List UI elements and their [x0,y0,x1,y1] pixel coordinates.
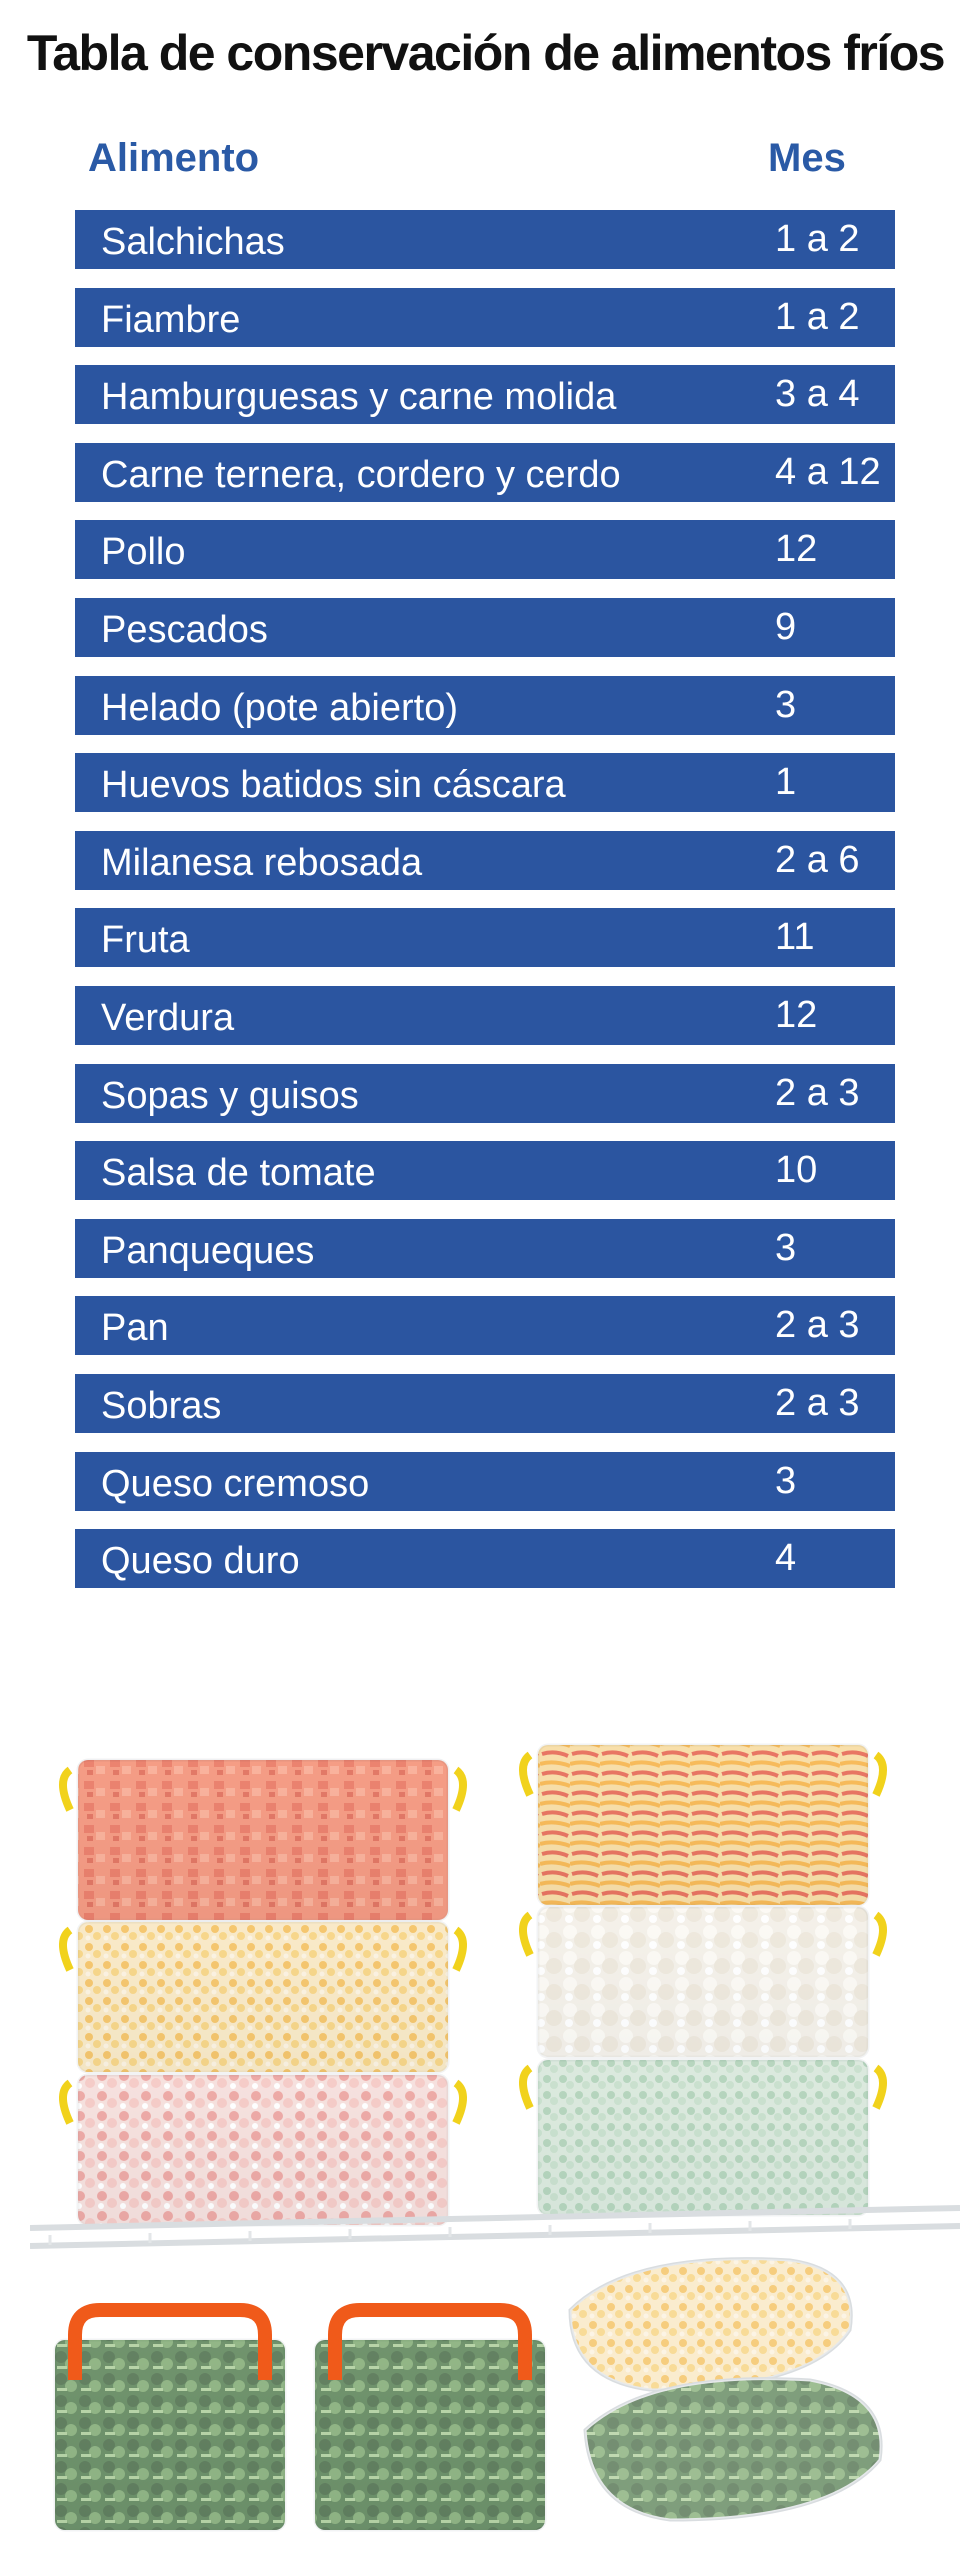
table-row: Fruta 11 [75,908,895,968]
table-row: Huevos batidos sin cáscara 1 [75,753,895,813]
food-cell: Fiambre [101,298,241,341]
months-cell: 3 [775,1226,797,1269]
table-row: Verdura 12 [75,985,895,1045]
table-row: Pollo 12 [75,520,895,580]
months-cell: 2 a 3 [775,1381,860,1424]
months-cell: 12 [775,528,818,571]
months-cell: 11 [775,916,815,959]
months-cell: 3 [775,1459,797,1502]
months-cell: 2 a 3 [775,1071,860,1114]
table-row: Carne ternera, cordero y cerdo 4 a 12 [75,442,895,502]
months-cell: 10 [775,1149,818,1192]
food-cell: Hamburguesas y carne molida [101,376,617,419]
food-cell: Pollo [101,531,186,574]
food-cell: Queso duro [101,1540,300,1583]
page-title: Tabla de conservación de alimentos fríos [26,25,946,81]
food-cell: Pan [101,1307,169,1350]
food-cell: Salsa de tomate [101,1152,376,1195]
months-cell: 1 a 2 [775,218,860,260]
table-row: Salchichas 1 a 2 [75,210,895,269]
months-column-header: Mes [768,136,846,180]
frozen-food-containers-illustration [30,1743,960,2532]
conservation-table: Salchichas 1 a 2 Fiambre 1 a 2 Hamburguesa… [75,210,895,1607]
food-cell: Milanesa rebosada [101,841,423,884]
months-cell: 1 a 2 [775,295,860,338]
table-row: Helado (pote abierto) 3 [75,675,895,735]
months-cell: 4 a 12 [775,450,881,493]
table-row: Pescados 9 [75,597,895,657]
months-cell: 3 a 4 [775,373,860,416]
months-cell: 1 [775,761,797,804]
food-cell: Panqueques [101,1229,315,1272]
food-cell: Pescados [101,608,268,651]
food-cell: Carne ternera, cordero y cerdo [101,453,621,496]
food-cell: Helado (pote abierto) [101,686,458,729]
table-row: Milanesa rebosada 2 a 6 [75,830,895,890]
months-cell: 9 [775,605,797,648]
food-cell: Salchichas [101,221,285,263]
table-row: Sopas y guisos 2 a 3 [75,1063,895,1123]
months-cell: 3 [775,683,797,726]
food-cell: Fruta [101,919,190,962]
table-row: Pan 2 a 3 [75,1296,895,1356]
food-column-header: Alimento [88,136,260,180]
food-cell: Sopas y guisos [101,1074,359,1117]
food-cell: Sobras [101,1384,222,1427]
table-row: Fiambre 1 a 2 [75,287,895,347]
table-row: Panqueques 3 [75,1218,895,1278]
food-cell: Queso cremoso [101,1462,370,1505]
food-cell: Huevos batidos sin cáscara [101,764,566,807]
food-cell: Verdura [101,996,235,1039]
months-cell: 2 a 6 [775,838,860,881]
months-cell: 2 a 3 [775,1304,860,1347]
table-row: Hamburguesas y carne molida 3 a 4 [75,365,895,425]
table-row: Queso cremoso 3 [75,1451,895,1511]
months-cell: 4 [775,1537,797,1580]
table-row: Salsa de tomate 10 [75,1141,895,1201]
table-row: Sobras 2 a 3 [75,1373,895,1433]
months-cell: 12 [775,993,818,1036]
table-row: Queso duro 4 [75,1529,895,1589]
